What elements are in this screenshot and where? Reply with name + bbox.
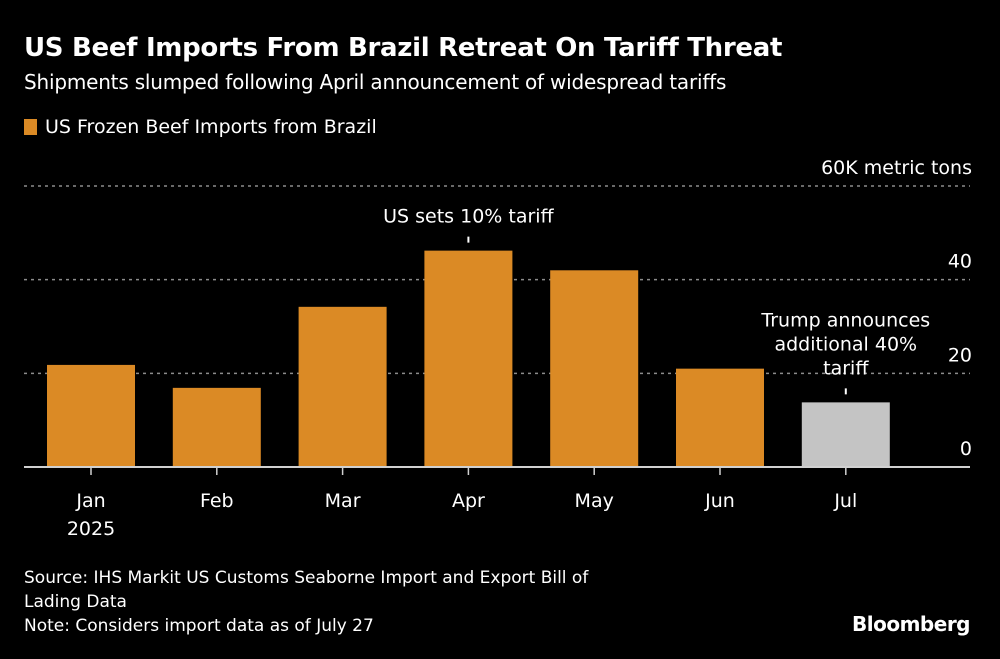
y-tick-label: 0 <box>960 438 972 460</box>
x-tick-label: May <box>575 490 614 512</box>
bar-may <box>550 270 639 467</box>
annotation-text: Trump announces <box>760 309 930 331</box>
x-tick-label: Mar <box>325 490 361 512</box>
x-tick-label: Feb <box>200 490 234 512</box>
bar-jul <box>801 402 890 467</box>
legend: US Frozen Beef Imports from Brazil <box>24 116 377 138</box>
annotation-text: additional 40% <box>774 333 917 355</box>
bar-jan <box>47 364 135 467</box>
annotation-text: tariff <box>823 357 869 379</box>
legend-label: US Frozen Beef Imports from Brazil <box>45 116 377 138</box>
y-tick-label: 60K metric tons <box>821 157 972 179</box>
x-tick-label: Jul <box>833 490 857 512</box>
x-tick-label: Apr <box>452 490 485 512</box>
chart-subtitle: Shipments slumped following April announ… <box>24 70 727 94</box>
y-tick-label: 40 <box>948 251 972 273</box>
bar-feb <box>172 387 261 467</box>
annotation-text: US sets 10% tariff <box>383 206 554 228</box>
x-tick-sublabel: 2025 <box>67 518 115 540</box>
legend-swatch <box>24 119 37 135</box>
bar-chart: Jan 2025 Feb Mar Apr May Jun Jul 0 20 40 60K metric… <box>24 157 972 540</box>
note-line: Note: Considers import data as of July 2… <box>24 616 374 636</box>
x-tick-label: Jun <box>704 490 735 512</box>
source-note: Source: IHS Markit US Customs Seaborne I… <box>24 566 724 638</box>
y-tick-label: 20 <box>948 344 972 366</box>
x-tick-label: Jan <box>75 490 105 512</box>
chart-title: US Beef Imports From Brazil Retreat On T… <box>24 33 783 63</box>
source-line: Source: IHS Markit US Customs Seaborne I… <box>24 568 589 588</box>
bar-apr <box>424 250 513 467</box>
source-line: Lading Data <box>24 592 127 612</box>
bar-mar <box>298 306 387 467</box>
bar-jun <box>676 368 764 467</box>
bloomberg-logo: Bloomberg <box>852 612 970 636</box>
